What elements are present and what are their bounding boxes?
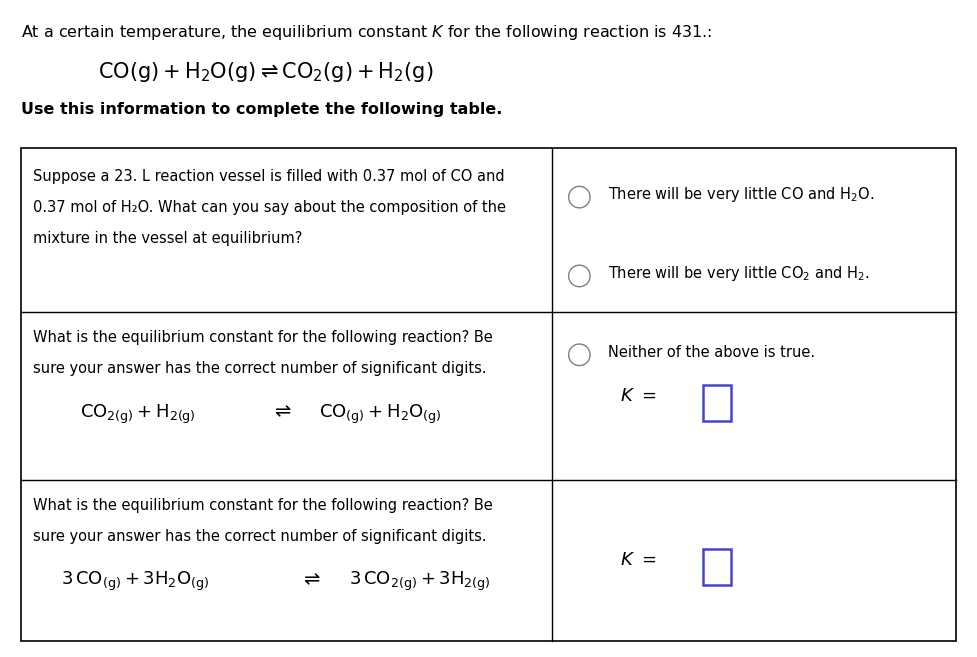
Text: 0.37 mol of H₂O. What can you say about the composition of the: 0.37 mol of H₂O. What can you say about … <box>33 200 506 215</box>
Text: $\mathit{K}\ =$: $\mathit{K}\ =$ <box>620 387 657 405</box>
Bar <box>21 148 956 641</box>
Text: At a certain temperature, the equilibrium constant $K$ for the following reactio: At a certain temperature, the equilibriu… <box>21 23 712 42</box>
Text: $\mathsf{CO_{2(g)}+H_{2(g)}}$: $\mathsf{CO_{2(g)}+H_{2(g)}}$ <box>80 402 196 426</box>
Text: sure your answer has the correct number of significant digits.: sure your answer has the correct number … <box>33 529 487 544</box>
Text: What is the equilibrium constant for the following reaction? Be: What is the equilibrium constant for the… <box>33 498 493 513</box>
Text: Use this information to complete the following table.: Use this information to complete the fol… <box>21 102 503 117</box>
Text: $\mathsf{3\,CO_{2(g)}+3H_{2(g)}}$: $\mathsf{3\,CO_{2(g)}+3H_{2(g)}}$ <box>349 570 490 593</box>
Text: There will be very little CO and H$_2$O.: There will be very little CO and H$_2$O. <box>608 185 873 204</box>
FancyBboxPatch shape <box>703 385 731 421</box>
Text: $\mathsf{CO_{(g)}+H_2O_{(g)}}$: $\mathsf{CO_{(g)}+H_2O_{(g)}}$ <box>319 402 443 426</box>
Text: mixture in the vessel at equilibrium?: mixture in the vessel at equilibrium? <box>33 231 303 246</box>
FancyBboxPatch shape <box>703 549 731 585</box>
Text: sure your answer has the correct number of significant digits.: sure your answer has the correct number … <box>33 361 487 376</box>
Text: There will be very little CO$_2$ and H$_2$.: There will be very little CO$_2$ and H$_… <box>608 264 870 283</box>
Text: $\mathit{K}\ =$: $\mathit{K}\ =$ <box>620 551 657 569</box>
Text: Neither of the above is true.: Neither of the above is true. <box>608 345 815 359</box>
Text: $\rightleftharpoons$: $\rightleftharpoons$ <box>271 403 292 421</box>
Text: What is the equilibrium constant for the following reaction? Be: What is the equilibrium constant for the… <box>33 330 493 346</box>
Text: $\mathsf{3\,CO_{(g)}+3H_2O_{(g)}}$: $\mathsf{3\,CO_{(g)}+3H_2O_{(g)}}$ <box>61 570 209 593</box>
Text: $\rightleftharpoons$: $\rightleftharpoons$ <box>300 570 321 589</box>
Text: $\mathsf{CO(g) + H_2O(g) \rightleftharpoons CO_2(g) + H_2(g)}$: $\mathsf{CO(g) + H_2O(g) \rightleftharpo… <box>98 60 433 85</box>
Text: Suppose a 23. L reaction vessel is filled with 0.37 mol of CO and: Suppose a 23. L reaction vessel is fille… <box>33 169 505 184</box>
